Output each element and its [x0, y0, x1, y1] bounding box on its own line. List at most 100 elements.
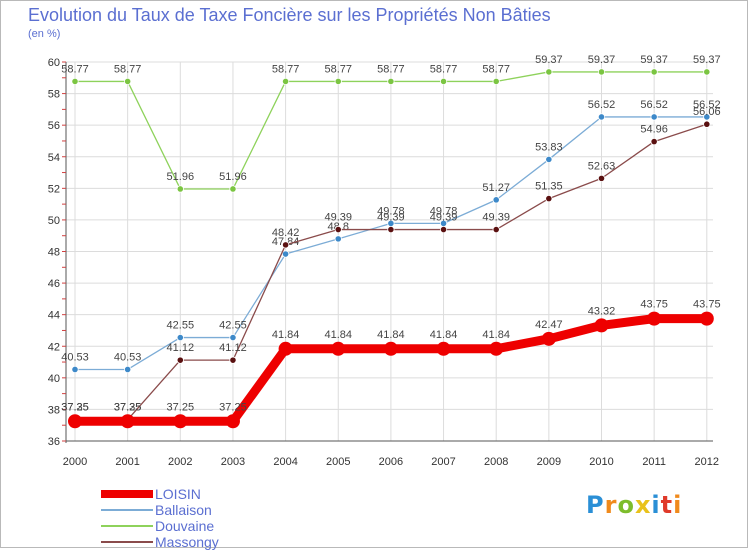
data-point	[71, 77, 79, 86]
data-point	[647, 311, 662, 326]
data-point	[176, 356, 184, 364]
legend-item: Massongy	[101, 534, 219, 550]
data-label: 40.53	[61, 351, 89, 363]
data-point	[703, 120, 711, 128]
data-point	[650, 113, 658, 121]
data-label: 37.25	[114, 401, 142, 413]
data-point	[229, 333, 237, 342]
data-label: 40.53	[114, 351, 142, 363]
chart-legend: LOISIN Ballaison Douvaine Massongy	[101, 486, 219, 550]
data-point	[436, 341, 451, 356]
legend-swatch	[101, 509, 153, 511]
data-label: 59.37	[588, 54, 616, 66]
x-tick-label: 2000	[63, 456, 87, 468]
data-label: 59.37	[693, 54, 721, 66]
data-point	[176, 185, 184, 193]
unit-label: (en %)	[28, 28, 61, 40]
data-point	[597, 113, 606, 121]
y-tick-label: 60	[48, 57, 60, 69]
y-tick-label: 56	[48, 120, 60, 132]
data-label: 42.55	[219, 320, 247, 332]
data-point	[173, 414, 188, 429]
legend-label: Massongy	[155, 533, 219, 550]
data-label: 37.25	[167, 401, 195, 413]
data-point	[278, 341, 293, 356]
legend-swatch	[101, 541, 153, 543]
data-point	[492, 77, 500, 86]
data-label: 43.75	[693, 299, 721, 311]
data-label: 41.12	[167, 342, 195, 354]
data-label: 43.32	[588, 305, 616, 317]
data-point	[229, 185, 237, 193]
y-tick-label: 54	[48, 152, 60, 164]
chart-title: Evolution du Taux de Taxe Foncière sur l…	[28, 5, 551, 25]
data-point	[489, 341, 504, 356]
data-point	[597, 174, 606, 182]
y-tick-label: 36	[48, 436, 60, 448]
data-point	[387, 77, 395, 86]
data-label: 59.37	[640, 54, 668, 66]
data-label: 58.77	[272, 63, 300, 75]
data-point	[229, 356, 237, 364]
logo-letter: i	[673, 491, 683, 519]
data-label: 41.84	[272, 329, 300, 341]
data-point	[703, 68, 711, 76]
data-label: 49.78	[430, 205, 458, 217]
data-point	[545, 155, 553, 164]
logo-letter: x	[634, 491, 652, 519]
data-label: 58.77	[430, 63, 458, 75]
data-label: 42.47	[535, 319, 563, 331]
data-point	[281, 77, 290, 86]
data-label: 37.25	[219, 401, 247, 413]
data-point	[68, 414, 82, 429]
data-label: 56.52	[588, 99, 616, 111]
data-point	[334, 235, 342, 243]
data-label: 58.77	[61, 63, 89, 75]
data-label: 49.78	[377, 205, 405, 217]
legend-label: LOISIN	[155, 485, 201, 502]
logo-letter: r	[604, 491, 618, 519]
y-tick-label: 48	[48, 247, 60, 259]
data-point	[545, 194, 553, 203]
data-label: 49.39	[430, 212, 458, 224]
data-point	[334, 77, 342, 86]
data-point	[225, 414, 240, 429]
data-point	[120, 414, 135, 429]
legend-label: Ballaison	[155, 501, 212, 518]
data-point	[492, 225, 500, 234]
data-point	[541, 331, 556, 346]
data-point	[334, 225, 342, 234]
data-label: 49.39	[324, 212, 352, 224]
data-label: 53.83	[535, 141, 563, 153]
data-point	[124, 77, 132, 86]
y-tick-label: 44	[48, 310, 60, 322]
x-tick-label: 2009	[537, 456, 561, 468]
logo-letter: t	[660, 491, 674, 519]
x-tick-label: 2001	[115, 456, 139, 468]
x-tick-label: 2007	[431, 456, 455, 468]
logo-letter: P	[586, 491, 605, 519]
series-loisin: 37.25 37.25 37.25 37.25 41.84 41.84 41.84 41.84…	[61, 299, 721, 429]
data-point	[387, 225, 395, 234]
data-label: 56.52	[693, 99, 721, 111]
data-label: 41.84	[377, 329, 405, 341]
data-point	[597, 68, 606, 76]
data-point	[176, 333, 184, 342]
data-label: 49.39	[377, 212, 405, 224]
data-point	[492, 196, 500, 204]
data-label: 56.52	[640, 99, 668, 111]
x-tick-label: 2012	[695, 456, 719, 468]
legend-swatch	[101, 525, 153, 527]
data-point	[281, 241, 290, 249]
legend-item: LOISIN	[101, 486, 219, 502]
data-point	[331, 341, 346, 356]
data-point	[703, 113, 711, 121]
data-label: 41.84	[430, 329, 458, 341]
data-label: 56.06	[693, 106, 721, 118]
x-tick-label: 2006	[379, 456, 403, 468]
data-label: 49.39	[482, 212, 510, 224]
legend-item: Douvaine	[101, 518, 219, 534]
y-tick-label: 46	[48, 278, 60, 290]
